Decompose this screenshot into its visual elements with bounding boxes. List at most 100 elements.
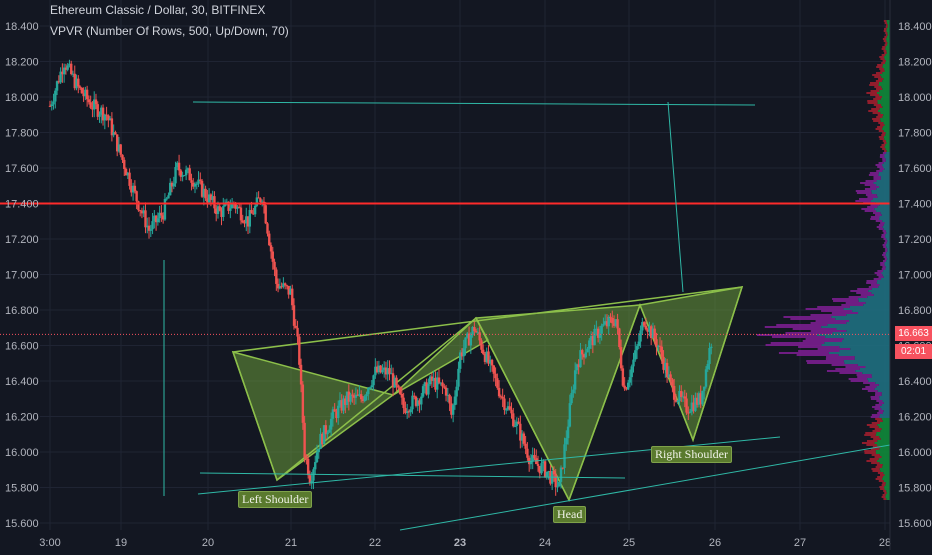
vp-bar-up bbox=[883, 162, 890, 164]
candle-down bbox=[285, 285, 289, 287]
y-tick-label-right: 17.600 bbox=[898, 163, 932, 175]
vp-bar-down bbox=[882, 60, 886, 62]
candle-down bbox=[161, 215, 165, 220]
current-price-tag: 16.663 bbox=[895, 326, 932, 341]
candle-up bbox=[368, 387, 372, 389]
vp-bar-down bbox=[876, 226, 883, 228]
candle-down bbox=[128, 172, 131, 186]
candle-up bbox=[657, 345, 660, 348]
vp-bar-down bbox=[873, 104, 882, 106]
vp-bar-up bbox=[886, 38, 890, 40]
head-label[interactable]: Head bbox=[553, 506, 587, 523]
candle-down bbox=[121, 154, 124, 160]
vp-bar-down bbox=[877, 166, 883, 168]
vp-bar-up bbox=[876, 210, 890, 212]
vp-bar-up bbox=[876, 92, 890, 94]
candle-up bbox=[146, 225, 149, 228]
vp-bar-down bbox=[885, 42, 888, 44]
candle-up bbox=[349, 394, 352, 402]
vp-bar-down bbox=[879, 138, 885, 140]
candle-down bbox=[425, 382, 428, 395]
candle-down bbox=[89, 102, 92, 108]
vp-bar-down bbox=[882, 482, 886, 484]
vp-bar-up bbox=[881, 96, 890, 98]
vp-bar-up bbox=[873, 294, 890, 296]
target-projection-line bbox=[667, 101, 684, 293]
candle-up bbox=[278, 286, 282, 289]
candle-up bbox=[681, 396, 685, 398]
candle-down bbox=[441, 382, 444, 387]
vp-bar-up bbox=[879, 90, 890, 92]
candle-up bbox=[593, 328, 596, 346]
candle-up bbox=[464, 337, 467, 349]
vp-bar-up bbox=[846, 322, 890, 324]
candle-down bbox=[199, 179, 202, 181]
vp-bar-up bbox=[882, 128, 890, 130]
vp-bar-up bbox=[825, 336, 890, 338]
candle-down bbox=[384, 367, 388, 375]
vp-bar-down bbox=[826, 356, 855, 358]
candle-down bbox=[361, 399, 365, 402]
vp-bar-down bbox=[756, 334, 817, 336]
candle-up bbox=[377, 365, 381, 373]
candle-down bbox=[206, 198, 209, 203]
vp-bar-down bbox=[870, 436, 880, 438]
vp-bar-up bbox=[876, 188, 890, 190]
candle-down bbox=[483, 353, 487, 362]
vp-bar-down bbox=[864, 434, 876, 436]
candle-up bbox=[202, 188, 206, 197]
candle-up bbox=[338, 400, 342, 406]
vp-bar-up bbox=[850, 348, 890, 350]
vp-bar-up bbox=[855, 370, 890, 372]
vp-bar-up bbox=[882, 220, 890, 222]
candle-down bbox=[137, 201, 140, 211]
candle-down bbox=[243, 222, 246, 224]
vp-bar-down bbox=[810, 330, 847, 332]
vp-bar-down bbox=[883, 40, 887, 42]
vp-bar-down bbox=[879, 168, 885, 170]
vp-bar-up bbox=[884, 58, 890, 60]
vp-bar-up bbox=[886, 492, 890, 494]
candle-down bbox=[591, 336, 595, 346]
vp-bar-up bbox=[883, 136, 890, 138]
vp-bar-up bbox=[879, 448, 890, 450]
candle-up bbox=[595, 328, 598, 330]
vp-bar-up bbox=[881, 104, 890, 106]
vp-bar-up bbox=[854, 356, 890, 358]
vp-bar-up bbox=[887, 258, 890, 260]
y-tick-label-right: 18.400 bbox=[898, 21, 932, 33]
indicator-legend[interactable]: VPVR (Number Of Rows, 500, Up/Down, 70) bbox=[50, 24, 289, 38]
vp-bar-up bbox=[876, 444, 890, 446]
candle-up bbox=[575, 364, 579, 371]
y-tick-label-left: 16.400 bbox=[5, 376, 39, 388]
vp-bar-up bbox=[887, 32, 890, 34]
candle-down bbox=[266, 223, 269, 234]
vp-bar-up bbox=[884, 56, 890, 58]
candle-up bbox=[153, 215, 156, 222]
vp-bar-up bbox=[870, 200, 890, 202]
vp-bar-down bbox=[867, 196, 878, 198]
vp-bar-down bbox=[879, 486, 885, 488]
y-tick-label-left: 16.600 bbox=[5, 341, 39, 353]
y-tick-label-left: 16.000 bbox=[5, 447, 39, 459]
candle-up bbox=[84, 89, 87, 97]
candle-down bbox=[192, 182, 195, 187]
candle-up bbox=[393, 377, 396, 388]
candle-down bbox=[264, 205, 267, 224]
right-shoulder-label[interactable]: Right Shoulder bbox=[651, 446, 733, 463]
candle-down bbox=[80, 87, 84, 94]
vp-bar-up bbox=[849, 320, 890, 322]
vp-bar-up bbox=[879, 396, 890, 398]
vp-bar-down bbox=[880, 262, 885, 264]
left-shoulder-label[interactable]: Left Shoulder bbox=[238, 491, 313, 508]
candle-up bbox=[558, 481, 561, 487]
vp-bar-down bbox=[865, 386, 877, 388]
vp-bar-up bbox=[828, 352, 890, 354]
vp-bar-down bbox=[764, 326, 822, 328]
candle-up bbox=[260, 201, 264, 203]
vp-bar-up bbox=[887, 34, 890, 36]
vp-bar-up bbox=[877, 424, 890, 426]
vp-bar-down bbox=[785, 332, 833, 334]
